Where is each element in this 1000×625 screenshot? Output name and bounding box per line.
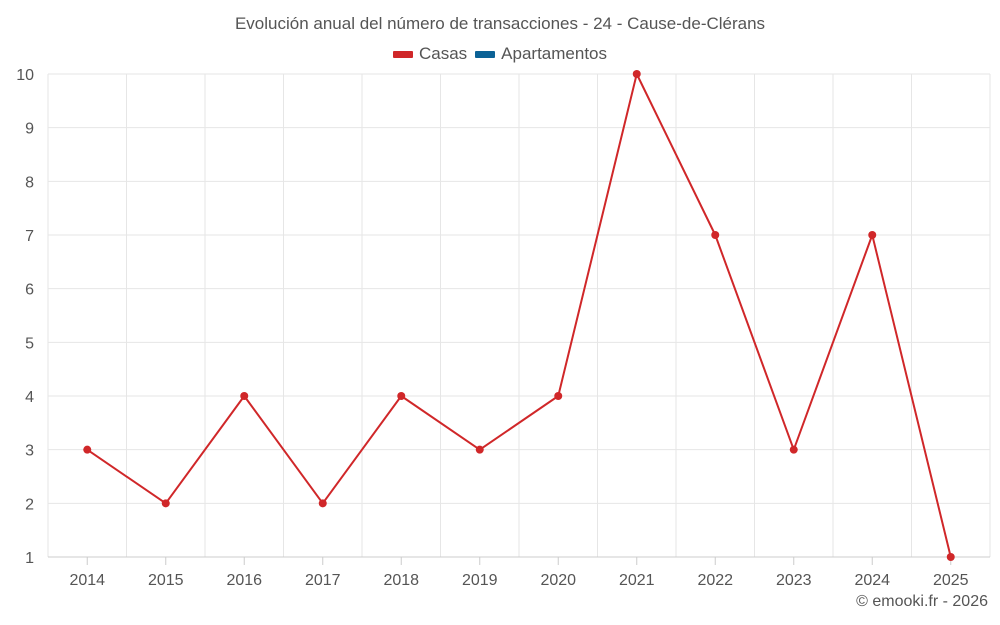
x-tick-label: 2020 (540, 572, 576, 589)
chart-title: Evolución anual del número de transaccio… (234, 14, 766, 33)
data-point-casas (318, 499, 327, 508)
series-line-casas (86, 73, 952, 558)
data-point-casas (83, 445, 92, 454)
y-tick-label: 5 (25, 335, 34, 352)
legend: Casas Apartamentos (0, 44, 1000, 64)
x-tick-label: 2024 (854, 572, 890, 589)
data-point-casas (711, 231, 720, 239)
y-tick-label: 8 (25, 174, 34, 191)
legend-item-casas[interactable]: Casas (392, 44, 468, 64)
credit-text: © emooki.fr - 2026 (856, 593, 988, 610)
y-tick-label: 9 (25, 121, 34, 138)
x-tick-label: 2019 (462, 572, 498, 589)
legend-label-casas: Casas (418, 44, 468, 63)
y-tick-label: 7 (25, 228, 34, 245)
x-tick-label: 2025 (933, 572, 969, 589)
y-tick-label: 1 (25, 550, 34, 567)
legend-swatch-apartamentos (475, 50, 496, 58)
data-point-casas (946, 553, 955, 561)
data-point-casas (475, 445, 484, 454)
legend-swatch-casas (392, 50, 413, 58)
data-point-casas (397, 392, 406, 400)
x-tick-label: 2017 (305, 572, 341, 589)
legend-item-apartamentos[interactable]: Apartamentos (475, 44, 607, 64)
data-point-casas (868, 231, 877, 239)
data-point-casas (554, 392, 563, 400)
y-tick-label: 6 (25, 282, 34, 299)
x-tick-label: 2022 (697, 572, 733, 589)
x-tick-label: 2016 (226, 572, 262, 589)
y-tick-label: 10 (16, 67, 34, 84)
x-tick-label: 2021 (619, 572, 655, 589)
x-tick-label: 2018 (383, 572, 419, 589)
data-point-casas (161, 499, 170, 508)
legend-label-apartamentos: Apartamentos (501, 44, 608, 63)
data-point-casas (789, 445, 798, 454)
data-point-casas (240, 392, 249, 400)
y-tick-label: 3 (25, 443, 34, 460)
x-tick-label: 2014 (69, 572, 105, 589)
x-tick-label: 2023 (776, 572, 812, 589)
y-tick-label: 4 (25, 389, 34, 406)
data-point-casas (632, 70, 641, 78)
y-tick-label: 2 (25, 496, 34, 513)
x-tick-label: 2015 (148, 572, 184, 589)
